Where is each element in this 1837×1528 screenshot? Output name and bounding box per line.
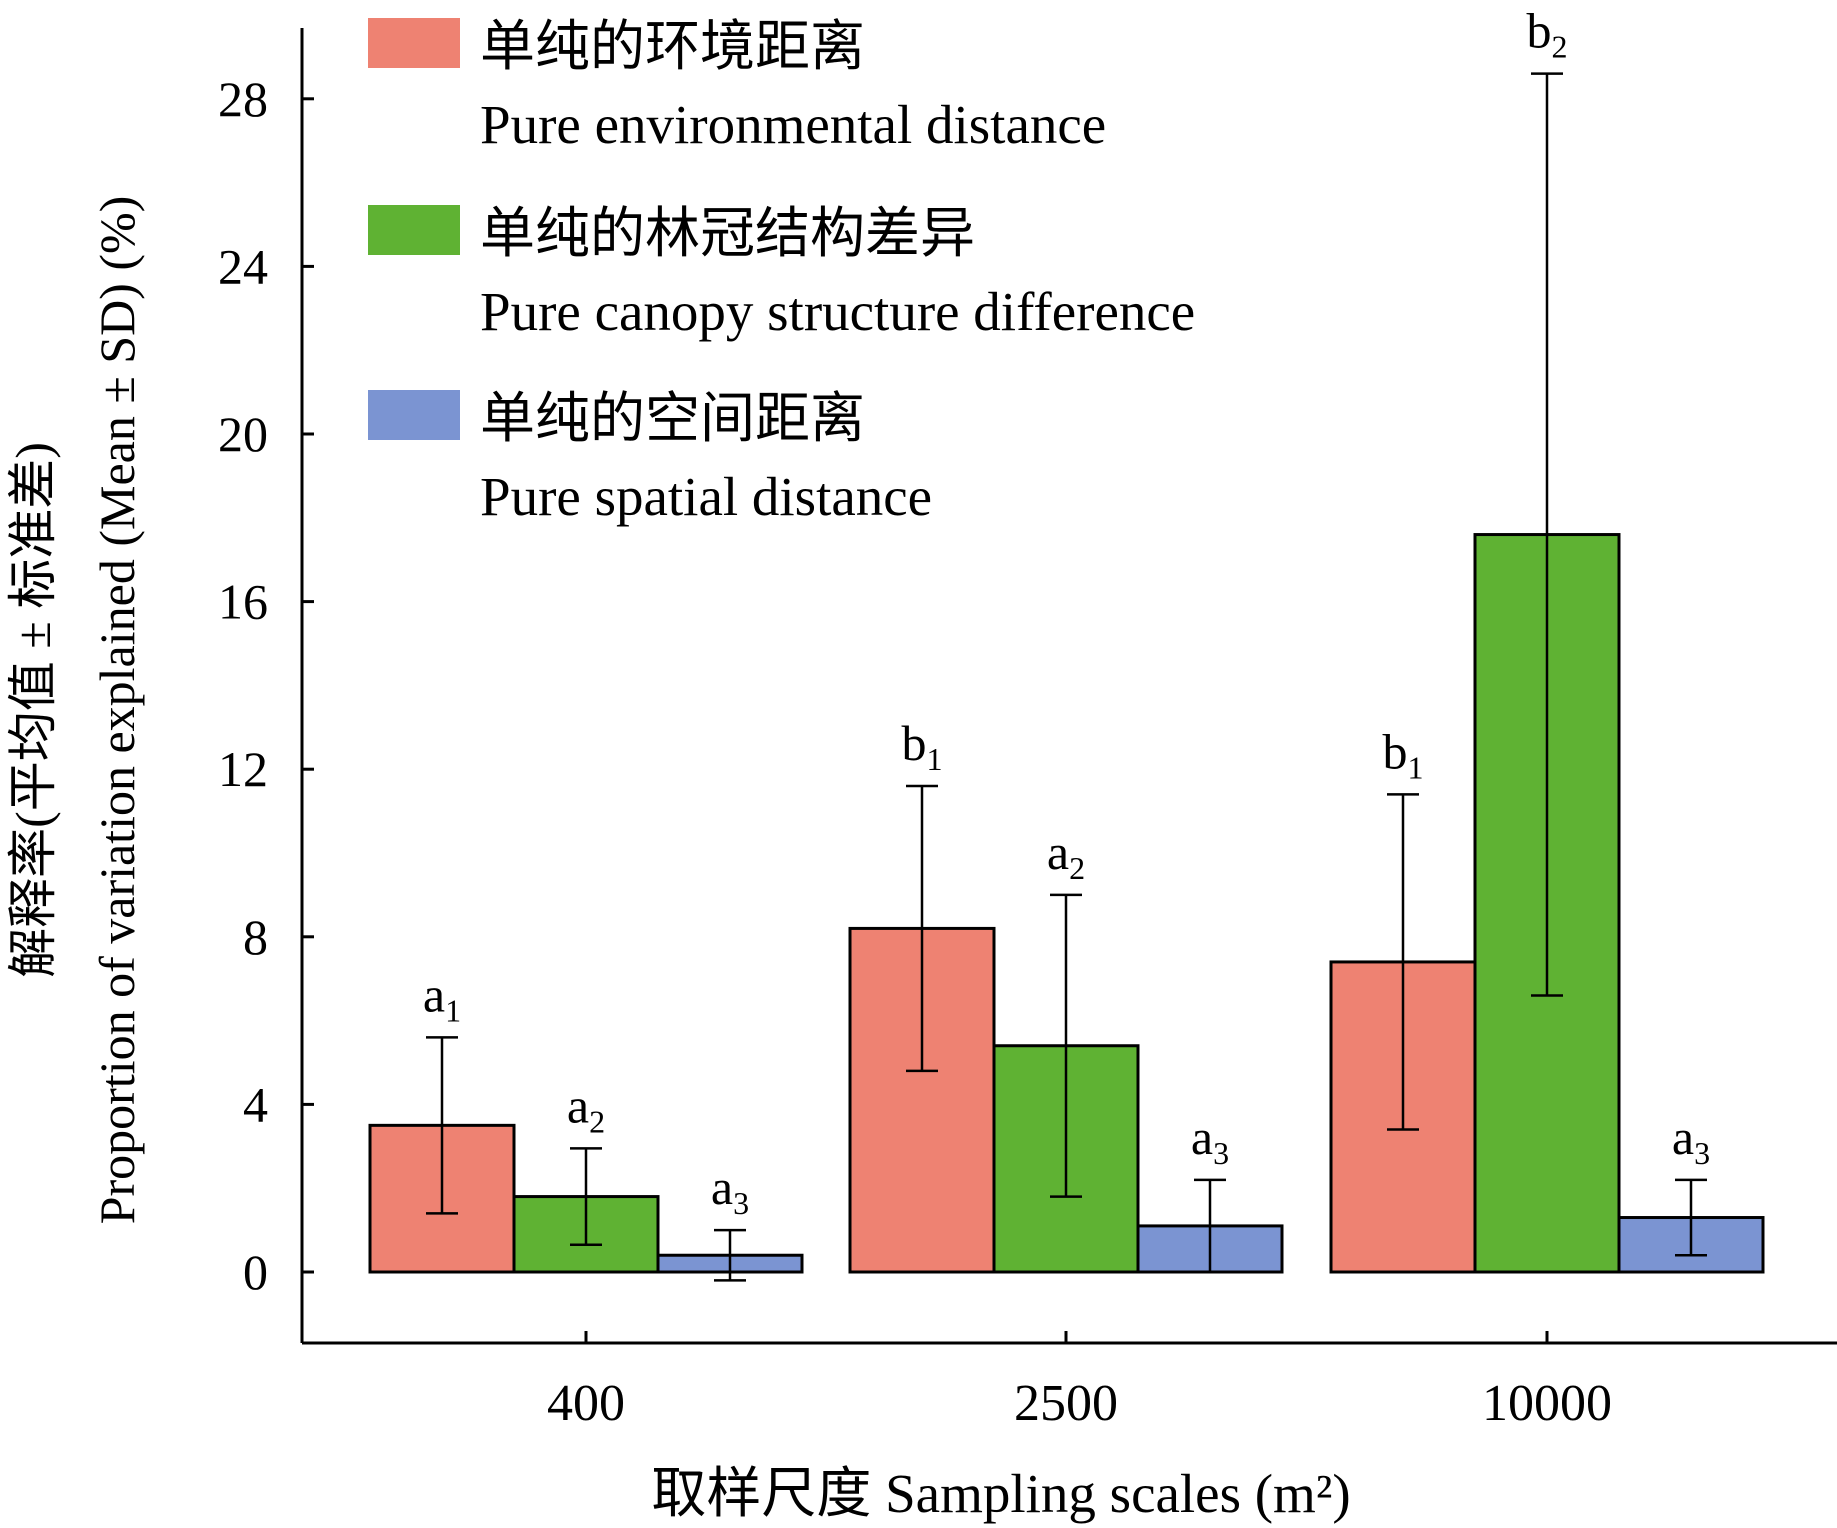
- y-axis-label-en: Proportion of variation explained (Mean …: [89, 196, 145, 1225]
- x-tick-label: 400: [547, 1375, 625, 1432]
- y-tick-label: 4: [243, 1076, 268, 1132]
- legend-swatch: [368, 390, 460, 440]
- y-tick-label: 8: [243, 909, 268, 965]
- x-tick-label: 10000: [1482, 1375, 1612, 1432]
- y-tick-label: 0: [243, 1244, 268, 1300]
- legend-swatch: [368, 18, 460, 68]
- significance-label: a3: [711, 1159, 749, 1221]
- y-axis-label: 解释率(平均值 ± 标准差) Proportion of variation e…: [5, 196, 145, 1225]
- legend-label-cn: 单纯的林冠结构差异: [480, 203, 975, 264]
- significance-label: b1: [902, 715, 943, 777]
- significance-label: a1: [423, 966, 461, 1028]
- significance-label: a3: [1672, 1109, 1710, 1171]
- legend-label-en: Pure environmental distance: [480, 94, 1106, 155]
- legend-label-en: Pure canopy structure difference: [480, 281, 1195, 342]
- y-tick-label: 24: [218, 238, 268, 294]
- significance-label: a2: [567, 1077, 605, 1139]
- x-tick-label: 2500: [1014, 1375, 1118, 1432]
- y-tick-label: 20: [218, 406, 268, 462]
- y-tick-label: 12: [218, 741, 268, 797]
- legend-label-cn: 单纯的环境距离: [480, 16, 865, 77]
- significance-label: a2: [1047, 824, 1085, 886]
- significance-label: b2: [1527, 3, 1568, 65]
- y-tick-label: 28: [218, 71, 268, 127]
- y-axis-label-cn: 解释率(平均值 ± 标准差): [5, 442, 61, 978]
- plot-area: 0 4 8 12 16 20 24 28 400 2500 10000 a1 b1 b1 a2 a2 b2 a3 a…: [218, 3, 1837, 1432]
- significance-label: b1: [1383, 723, 1424, 785]
- legend-label-cn: 单纯的空间距离: [480, 388, 865, 449]
- y-tick-label: 16: [218, 574, 268, 630]
- x-axis-label: 取样尺度 Sampling scales (m²): [651, 1463, 1350, 1524]
- significance-label: a3: [1191, 1109, 1229, 1171]
- legend-swatch: [368, 205, 460, 255]
- legend-label-en: Pure spatial distance: [480, 466, 932, 527]
